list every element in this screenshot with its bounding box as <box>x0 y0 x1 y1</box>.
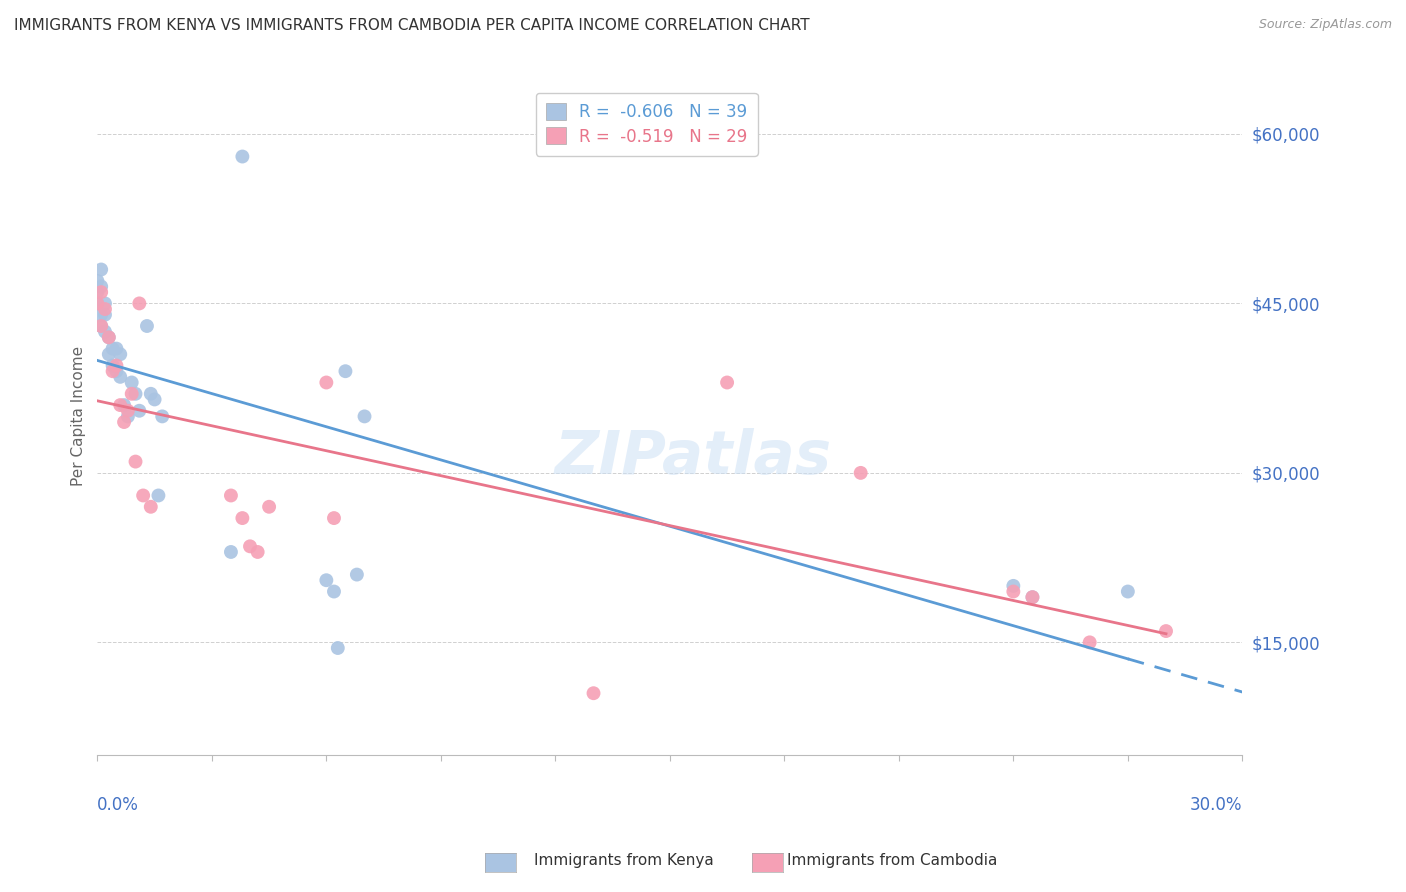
Point <box>1021 590 1043 604</box>
Point <box>139 500 162 514</box>
Point <box>124 454 146 468</box>
Point <box>231 511 253 525</box>
Point <box>239 539 262 553</box>
Point <box>101 359 124 373</box>
Point <box>86 274 108 288</box>
Point <box>94 296 117 310</box>
Point <box>94 301 117 316</box>
Point <box>124 386 146 401</box>
Point <box>353 409 375 424</box>
Point <box>132 488 155 502</box>
Point <box>246 545 269 559</box>
Point <box>139 386 162 401</box>
Point <box>716 376 738 390</box>
Point <box>94 308 117 322</box>
Point <box>219 488 242 502</box>
Point <box>231 149 253 163</box>
Point <box>1116 584 1139 599</box>
Text: Immigrants from Cambodia: Immigrants from Cambodia <box>787 854 998 868</box>
Point <box>110 369 132 384</box>
Point <box>86 296 108 310</box>
Text: 30.0%: 30.0% <box>1189 796 1243 814</box>
Point <box>148 488 170 502</box>
Point <box>86 296 108 310</box>
Point <box>97 347 120 361</box>
Point <box>1021 590 1043 604</box>
Point <box>90 308 112 322</box>
Point <box>257 500 280 514</box>
Point <box>90 318 112 333</box>
Text: IMMIGRANTS FROM KENYA VS IMMIGRANTS FROM CAMBODIA PER CAPITA INCOME CORRELATION : IMMIGRANTS FROM KENYA VS IMMIGRANTS FROM… <box>14 18 810 33</box>
Point <box>128 403 150 417</box>
Point <box>90 279 112 293</box>
Text: 0.0%: 0.0% <box>97 796 139 814</box>
Point <box>1154 624 1177 638</box>
Point <box>105 342 128 356</box>
Point <box>326 640 349 655</box>
Point <box>1002 584 1025 599</box>
Point <box>150 409 173 424</box>
Point <box>117 403 139 417</box>
Point <box>90 262 112 277</box>
Point <box>128 296 150 310</box>
Point <box>315 573 337 587</box>
Point <box>94 325 117 339</box>
Point <box>219 545 242 559</box>
Legend: R =  -0.606   N = 39, R =  -0.519   N = 29: R = -0.606 N = 39, R = -0.519 N = 29 <box>536 93 758 155</box>
Text: ZIPatlas: ZIPatlas <box>554 427 831 486</box>
Y-axis label: Per Capita Income: Per Capita Income <box>72 346 86 486</box>
Point <box>86 285 108 299</box>
Point <box>112 398 135 412</box>
Point <box>97 330 120 344</box>
Point <box>582 686 605 700</box>
Point <box>136 318 159 333</box>
Point <box>1078 635 1101 649</box>
Point <box>335 364 357 378</box>
Point <box>105 364 128 378</box>
Text: Immigrants from Kenya: Immigrants from Kenya <box>534 854 714 868</box>
Point <box>90 318 112 333</box>
Point <box>97 330 120 344</box>
Point <box>121 376 143 390</box>
Point <box>105 359 128 373</box>
Point <box>323 584 346 599</box>
Point <box>346 567 368 582</box>
Point <box>117 409 139 424</box>
Point <box>315 376 337 390</box>
Point <box>110 398 132 412</box>
Text: Source: ZipAtlas.com: Source: ZipAtlas.com <box>1258 18 1392 31</box>
Point <box>323 511 346 525</box>
Point <box>101 364 124 378</box>
Point <box>1002 579 1025 593</box>
Point <box>121 386 143 401</box>
Point <box>143 392 166 407</box>
Point <box>101 342 124 356</box>
Point <box>90 285 112 299</box>
Point <box>110 347 132 361</box>
Point <box>849 466 872 480</box>
Point <box>112 415 135 429</box>
